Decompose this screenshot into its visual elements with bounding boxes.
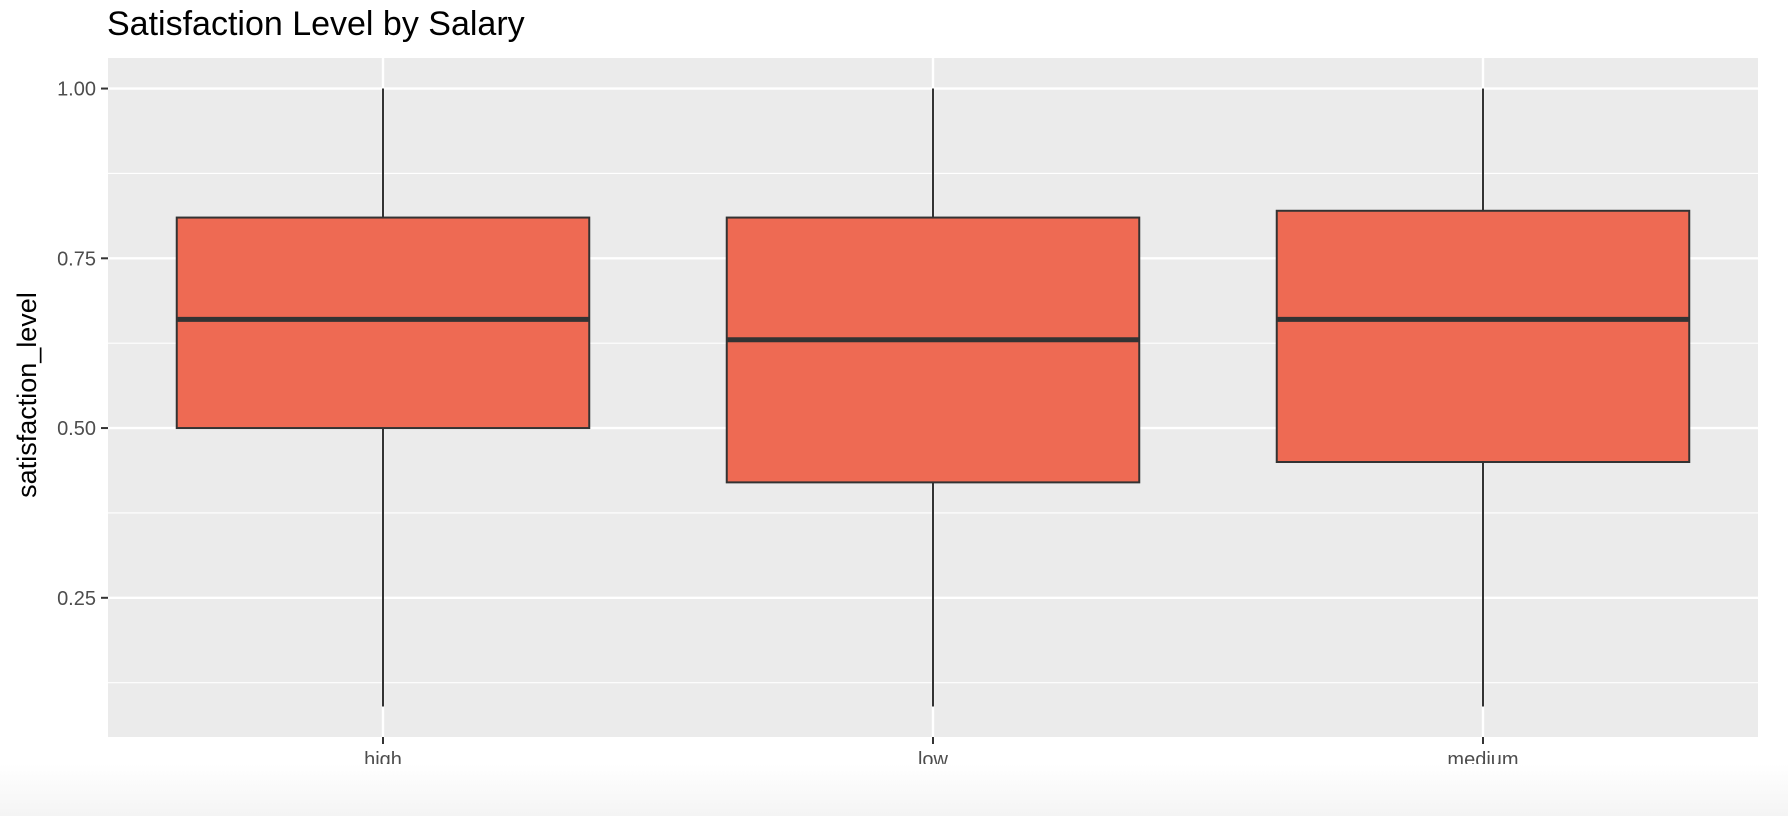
y-tick-label: 1.00 [57, 79, 96, 101]
y-axis: 0.25 0.50 0.75 1.00 [57, 79, 108, 610]
chart-title: Satisfaction Level by Salary [107, 5, 525, 43]
iqr-box [175, 216, 591, 430]
iqr-box [1275, 209, 1691, 464]
box-medium [1275, 88, 1691, 707]
y-axis-title: satisfaction_level [12, 292, 42, 498]
boxes [175, 88, 1691, 707]
y-tick-label: 0.75 [57, 248, 96, 270]
y-tick-label: 0.25 [57, 588, 96, 610]
y-tick-label: 0.50 [57, 418, 96, 440]
iqr-box [725, 216, 1141, 484]
box-low [725, 88, 1141, 707]
box-high [175, 88, 591, 707]
bottom-shade [0, 764, 1788, 816]
